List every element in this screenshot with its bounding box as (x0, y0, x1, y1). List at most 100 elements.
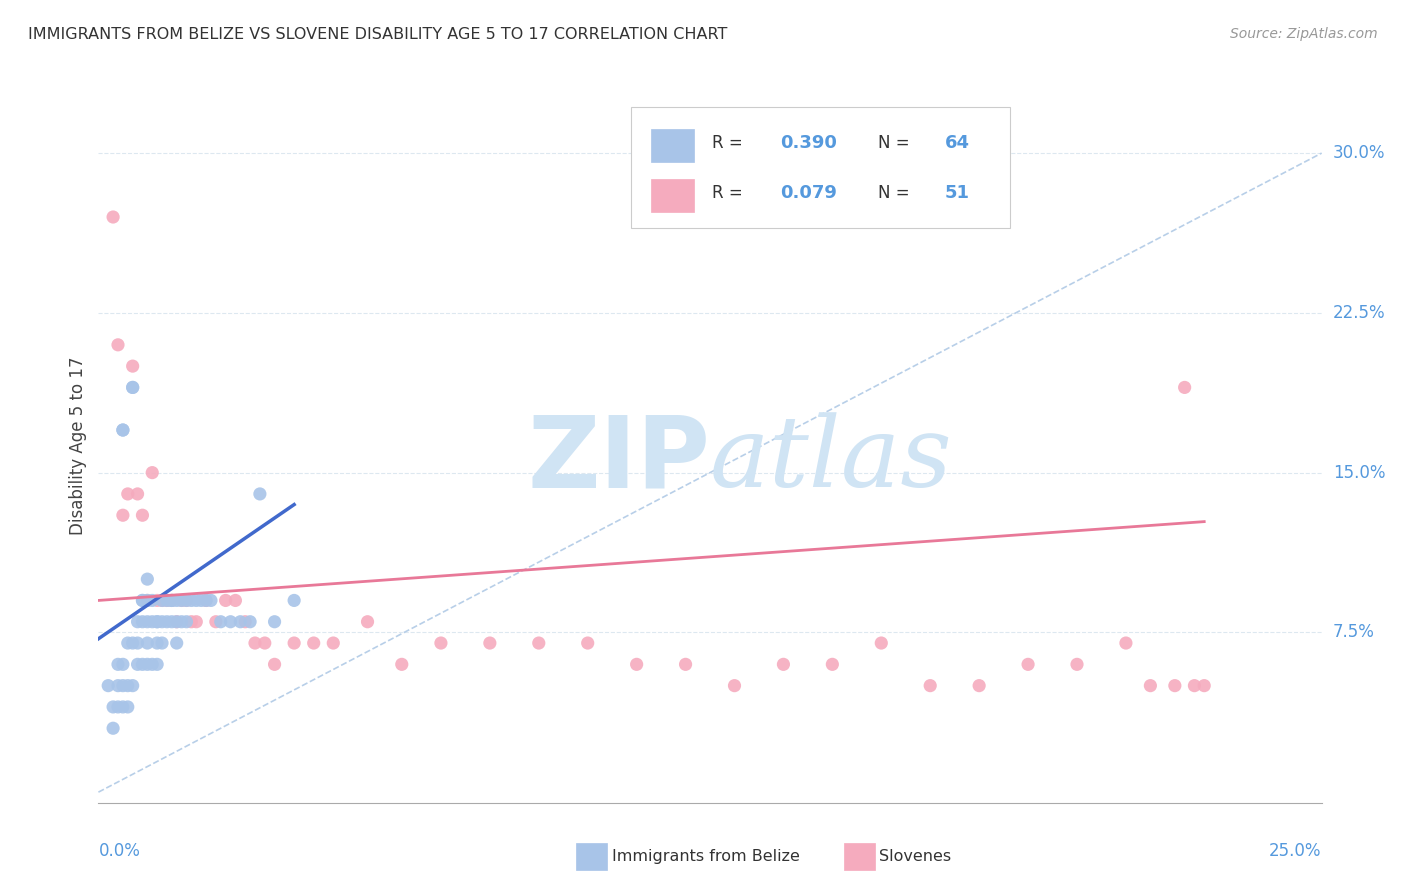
Point (111, 679, 134, 693)
Point (249, 487, 271, 501)
Point (821, 657, 844, 672)
Point (263, 615, 285, 629)
Point (131, 593, 153, 607)
Text: 7.5%: 7.5% (1333, 624, 1375, 641)
Point (870, 636, 893, 650)
Point (920, 679, 942, 693)
Point (117, 700, 139, 714)
Point (176, 615, 198, 629)
Point (146, 636, 169, 650)
Y-axis label: Disability Age 5 to 17: Disability Age 5 to 17 (69, 357, 87, 535)
Text: 64: 64 (945, 134, 970, 152)
Text: IMMIGRANTS FROM BELIZE VS SLOVENE DISABILITY AGE 5 TO 17 CORRELATION CHART: IMMIGRANTS FROM BELIZE VS SLOVENE DISABI… (28, 27, 727, 42)
Point (253, 636, 276, 650)
Point (136, 615, 159, 629)
Bar (651, 129, 695, 162)
Point (527, 636, 550, 650)
Point (239, 615, 262, 629)
Point (111, 657, 134, 672)
Point (101, 700, 124, 714)
Point (131, 657, 153, 672)
Text: atlas: atlas (710, 413, 953, 508)
Point (190, 593, 212, 607)
Text: 25.0%: 25.0% (1270, 842, 1322, 860)
Text: Immigrants from Belize: Immigrants from Belize (612, 849, 800, 863)
FancyBboxPatch shape (630, 107, 1010, 228)
Point (150, 636, 173, 650)
Point (136, 636, 159, 650)
Point (430, 636, 453, 650)
Point (141, 615, 163, 629)
Point (121, 679, 143, 693)
Point (131, 615, 153, 629)
Point (107, 700, 129, 714)
Point (1164, 679, 1187, 693)
Point (141, 466, 163, 480)
Point (1184, 679, 1206, 693)
Point (478, 636, 501, 650)
Point (1174, 380, 1197, 394)
Point (146, 615, 169, 629)
Point (170, 615, 193, 629)
Point (150, 593, 173, 607)
Point (111, 508, 134, 523)
Point (107, 657, 129, 672)
Point (160, 593, 183, 607)
Point (107, 338, 129, 352)
Point (626, 657, 648, 672)
Point (1017, 657, 1039, 672)
Point (136, 572, 159, 586)
Point (186, 593, 208, 607)
Point (117, 487, 139, 501)
Point (772, 657, 794, 672)
Text: Source: ZipAtlas.com: Source: ZipAtlas.com (1230, 27, 1378, 41)
Point (166, 593, 188, 607)
Point (166, 636, 188, 650)
Text: R =: R = (713, 134, 748, 152)
Text: 0.079: 0.079 (780, 184, 837, 202)
Point (170, 593, 193, 607)
Point (146, 657, 169, 672)
Point (195, 593, 218, 607)
Point (97, 679, 120, 693)
Point (675, 657, 697, 672)
Text: 0.390: 0.390 (780, 134, 837, 152)
Point (117, 636, 139, 650)
Point (146, 615, 169, 629)
Point (209, 615, 232, 629)
Point (322, 636, 344, 650)
Point (127, 636, 149, 650)
Text: Slovenes: Slovenes (879, 849, 950, 863)
Point (121, 636, 143, 650)
Text: ZIP: ZIP (527, 412, 710, 508)
Point (121, 380, 143, 394)
Point (233, 615, 256, 629)
Point (356, 615, 378, 629)
Point (111, 700, 134, 714)
Point (283, 593, 305, 607)
Point (156, 615, 179, 629)
Point (1066, 657, 1088, 672)
Point (101, 210, 124, 224)
Text: R =: R = (713, 184, 748, 202)
Point (101, 721, 124, 735)
Point (214, 593, 236, 607)
Point (156, 593, 179, 607)
Point (111, 423, 134, 437)
Point (224, 593, 246, 607)
Point (150, 615, 173, 629)
Point (180, 593, 202, 607)
Point (166, 615, 188, 629)
Point (136, 593, 159, 607)
Point (170, 593, 193, 607)
Point (967, 679, 990, 693)
Text: 30.0%: 30.0% (1333, 145, 1385, 162)
Point (127, 657, 149, 672)
Point (229, 615, 252, 629)
Point (160, 593, 183, 607)
Point (219, 615, 242, 629)
Point (302, 636, 325, 650)
Point (146, 593, 169, 607)
Point (200, 593, 222, 607)
Text: N =: N = (877, 184, 914, 202)
